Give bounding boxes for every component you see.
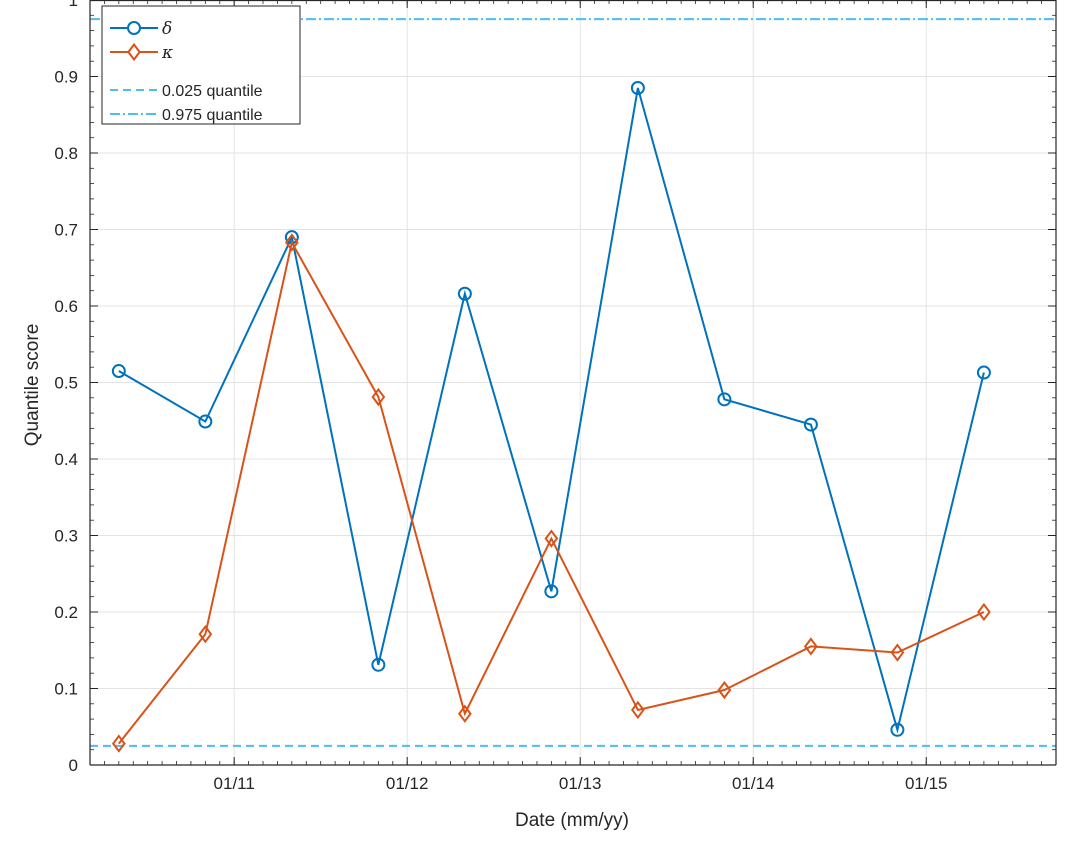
series-marker-2 [717, 680, 732, 700]
y-tick-label: 0.1 [54, 680, 78, 699]
series-marker-1 [198, 414, 213, 429]
series-marker-2 [111, 734, 126, 753]
series-marker-1 [890, 722, 905, 737]
series-marker-1 [630, 80, 645, 95]
series-marker-2 [198, 625, 213, 644]
series-line-2 [118, 239, 985, 745]
x-tick-label: 01/15 [905, 774, 948, 793]
legend-label-1: δ [162, 19, 172, 39]
series [111, 80, 991, 753]
legend-label-ref-2: 0.975 quantile [162, 107, 263, 124]
y-tick-label: 1 [69, 0, 78, 10]
series-marker-1 [976, 365, 991, 380]
legend-label-ref-1: 0.025 quantile [162, 83, 263, 100]
legend-marker-1 [127, 21, 141, 35]
series-marker-2 [890, 643, 905, 662]
series-marker-2 [631, 700, 645, 720]
series-marker-1 [457, 286, 472, 301]
series-marker-2 [544, 529, 559, 548]
series-marker-2 [284, 233, 299, 252]
series-marker-2 [977, 602, 991, 622]
series-marker-1 [717, 392, 732, 407]
y-tick-label: 0.6 [54, 297, 78, 316]
y-tick-label: 0.2 [54, 603, 78, 622]
legend-marker-2 [127, 42, 141, 62]
y-axis-title: Quantile score [22, 324, 43, 447]
x-tick-label: 01/11 [214, 774, 255, 793]
y-tick-label: 0.9 [54, 68, 78, 87]
series-marker-1 [111, 364, 126, 379]
x-tick-label: 01/14 [732, 774, 775, 793]
series-line-1 [118, 87, 985, 734]
x-tick-label: 01/12 [386, 774, 429, 793]
y-tick-label: 0.7 [54, 221, 78, 240]
tick-labels: 0 0.1 0.2 0.3 0.4 0.5 0.6 0.7 0.8 0.9 1 01/11 01/12 0… [54, 0, 947, 793]
axes [89, 0, 1057, 766]
series-marker-1 [544, 584, 559, 599]
y-tick-label: 0.3 [54, 527, 78, 546]
series-marker-2 [371, 387, 386, 407]
y-tick-label: 0 [69, 756, 78, 775]
y-tick-label: 0.5 [54, 374, 78, 393]
grid [90, 0, 1056, 765]
y-tick-label: 0.4 [54, 450, 78, 469]
series-marker-2 [457, 704, 472, 723]
series-marker-1 [371, 657, 386, 672]
y-tick-label: 0.8 [54, 144, 78, 163]
series-marker-1 [803, 417, 818, 432]
x-axis-title: Date (mm/yy) [515, 810, 629, 831]
legend-label-2: κ [161, 43, 173, 63]
x-tick-label: 01/13 [559, 774, 602, 793]
series-marker-2 [804, 637, 818, 656]
reference-lines [90, 18, 1056, 747]
legend: δκ 0.025 quantile 0.975 quantile [101, 5, 301, 125]
